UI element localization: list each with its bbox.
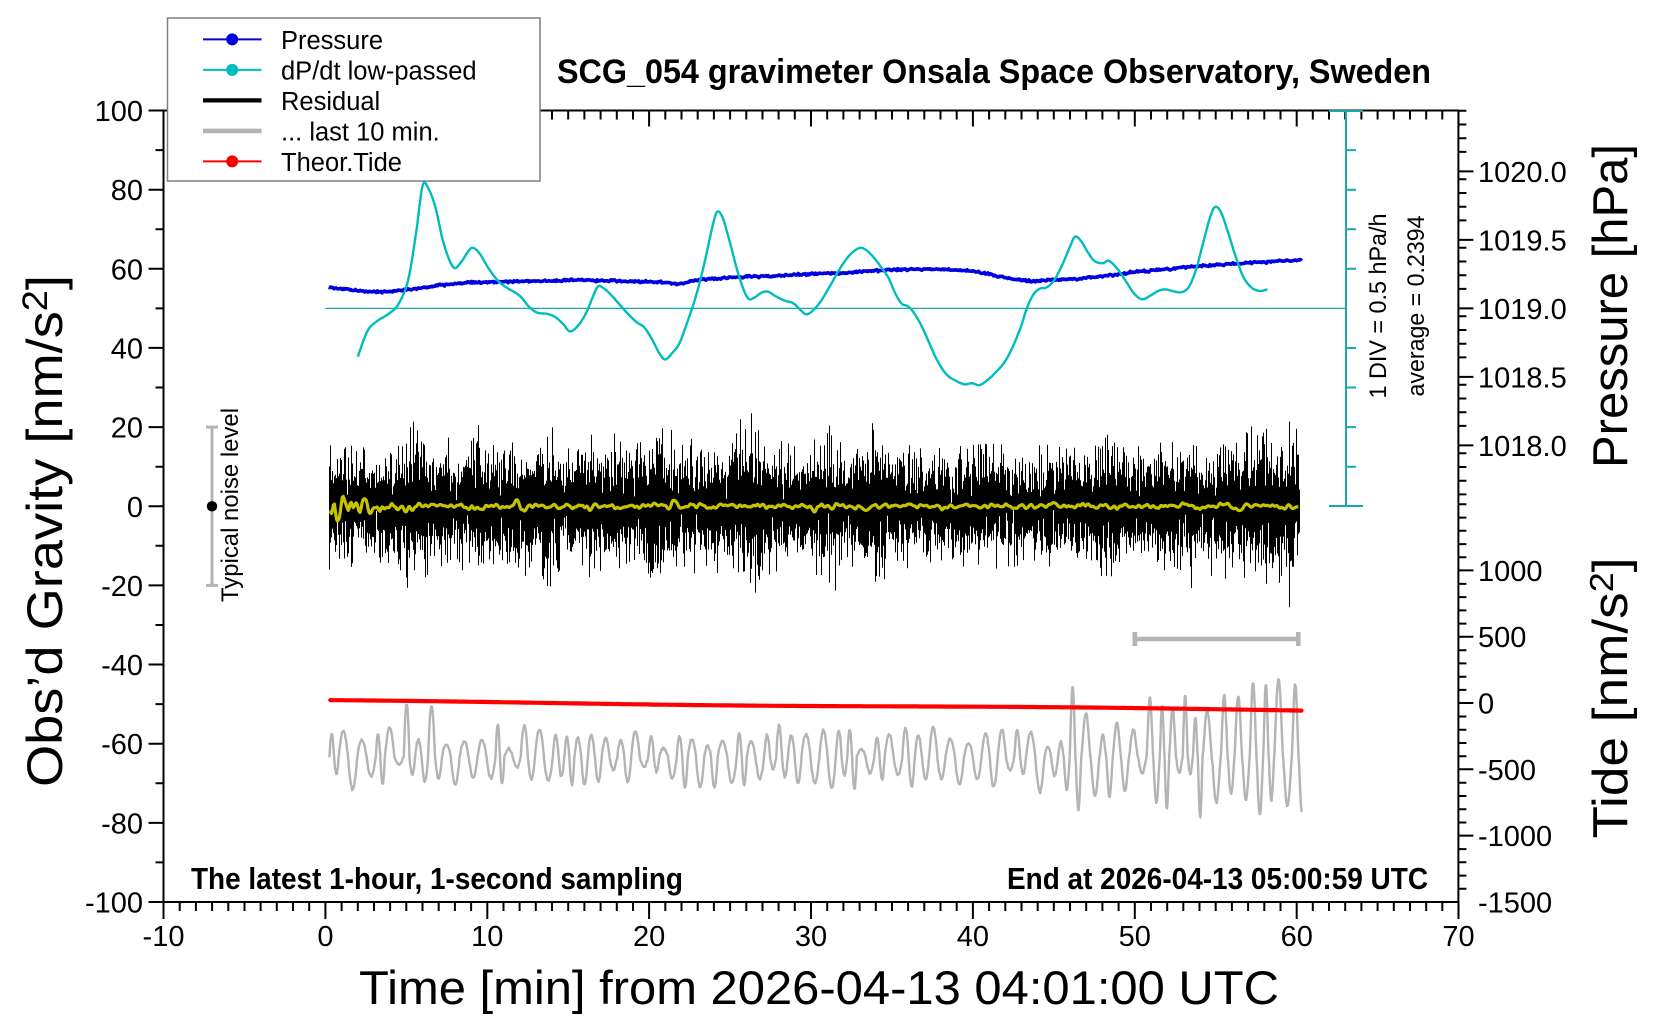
svg-text:100: 100 bbox=[95, 96, 143, 128]
svg-text:70: 70 bbox=[1442, 921, 1474, 953]
svg-text:-60: -60 bbox=[101, 729, 143, 761]
svg-text:10: 10 bbox=[471, 921, 503, 953]
svg-text:-80: -80 bbox=[101, 808, 143, 840]
svg-text:1 DIV = 0.5 hPa/h: 1 DIV = 0.5 hPa/h bbox=[1365, 214, 1392, 399]
svg-text:Tide [nm/s2]: Tide [nm/s2] bbox=[1583, 558, 1638, 839]
svg-text:80: 80 bbox=[111, 175, 143, 207]
svg-text:... last 10 min.: ... last 10 min. bbox=[281, 118, 440, 146]
svg-text:Pressure: Pressure bbox=[281, 27, 383, 55]
svg-text:End at 2026-04-13 05:00:59 UTC: End at 2026-04-13 05:00:59 UTC bbox=[1007, 861, 1428, 896]
svg-text:Typical noise level: Typical noise level bbox=[217, 408, 244, 602]
svg-text:average = 0.2394: average = 0.2394 bbox=[1403, 216, 1430, 397]
svg-text:The latest 1-hour, 1-second sa: The latest 1-hour, 1-second sampling bbox=[191, 861, 683, 896]
svg-text:-100: -100 bbox=[85, 888, 143, 920]
svg-text:1020.0: 1020.0 bbox=[1478, 157, 1567, 189]
svg-text:Obs’d Gravity [nm/s2]: Obs’d Gravity [nm/s2] bbox=[16, 275, 73, 787]
svg-text:60: 60 bbox=[111, 254, 143, 286]
svg-text:30: 30 bbox=[795, 921, 827, 953]
svg-text:-1500: -1500 bbox=[1478, 887, 1552, 919]
svg-text:-500: -500 bbox=[1478, 755, 1536, 787]
svg-text:Theor.Tide: Theor.Tide bbox=[281, 149, 402, 177]
svg-text:50: 50 bbox=[1119, 921, 1151, 953]
svg-text:0: 0 bbox=[317, 921, 333, 953]
svg-text:-1000: -1000 bbox=[1478, 821, 1552, 853]
svg-text:1019.0: 1019.0 bbox=[1478, 294, 1567, 326]
svg-text:60: 60 bbox=[1281, 921, 1313, 953]
svg-text:Pressure [hPa]: Pressure [hPa] bbox=[1584, 144, 1638, 468]
svg-text:1018.5: 1018.5 bbox=[1478, 362, 1567, 394]
svg-text:1000: 1000 bbox=[1478, 556, 1543, 588]
svg-text:0: 0 bbox=[1478, 689, 1494, 721]
svg-text:1018.0: 1018.0 bbox=[1478, 431, 1567, 463]
svg-text:0: 0 bbox=[127, 492, 143, 524]
svg-text:40: 40 bbox=[111, 333, 143, 365]
svg-text:-10: -10 bbox=[143, 921, 185, 953]
svg-text:-40: -40 bbox=[101, 650, 143, 682]
svg-text:dP/dt low-passed: dP/dt low-passed bbox=[281, 57, 477, 85]
svg-text:500: 500 bbox=[1478, 622, 1526, 654]
svg-text:Residual: Residual bbox=[281, 88, 380, 116]
svg-text:1019.5: 1019.5 bbox=[1478, 225, 1567, 257]
svg-text:20: 20 bbox=[111, 413, 143, 445]
svg-text:20: 20 bbox=[633, 921, 665, 953]
svg-text:-20: -20 bbox=[101, 571, 143, 603]
svg-text:Time [min] from 2026-04-13 04:: Time [min] from 2026-04-13 04:01:00 UTC bbox=[359, 961, 1279, 1014]
svg-text:40: 40 bbox=[957, 921, 989, 953]
svg-text:SCG_054 gravimeter Onsala Spac: SCG_054 gravimeter Onsala Space Observat… bbox=[557, 53, 1431, 91]
